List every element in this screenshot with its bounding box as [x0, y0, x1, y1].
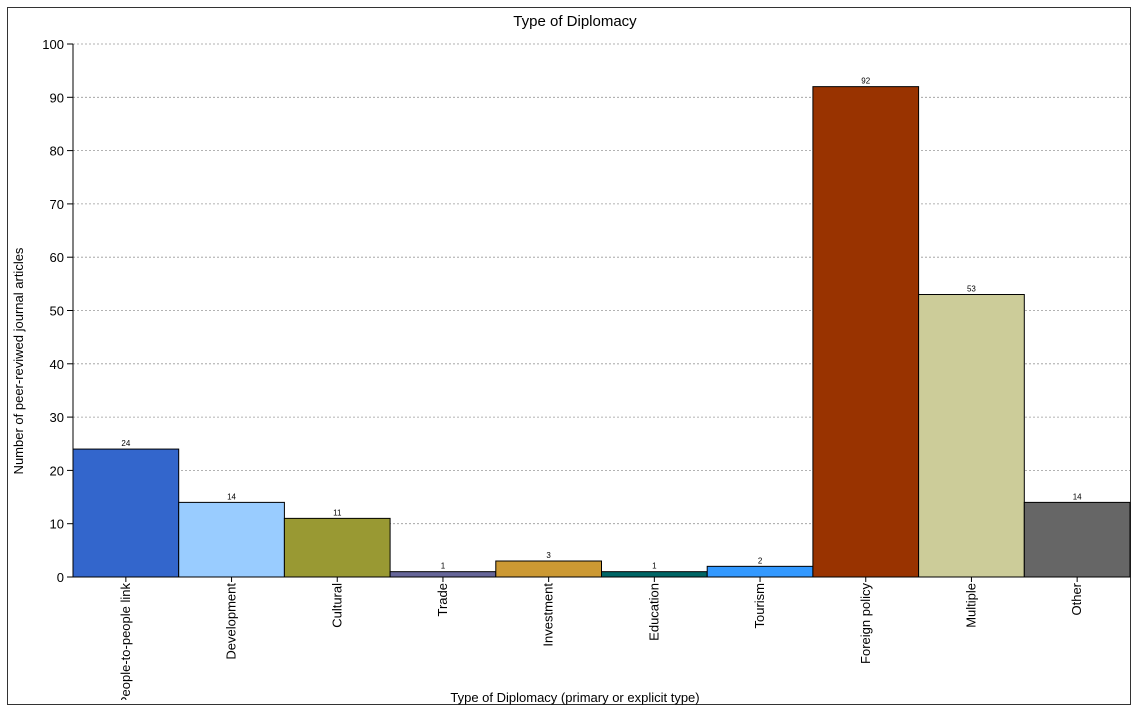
data-label: 53	[967, 285, 976, 294]
y-tick-label: 60	[50, 250, 64, 265]
x-category-label: Multiple	[963, 583, 978, 628]
x-category-label: Other	[1069, 582, 1084, 615]
bar	[283, 517, 391, 578]
x-category-label: Cultural	[329, 583, 344, 628]
x-category-label: Foreign policy	[858, 583, 873, 664]
bar	[706, 565, 814, 578]
x-category-label: Trade	[435, 583, 450, 616]
data-label: 1	[441, 562, 446, 571]
bar	[495, 560, 602, 578]
y-tick-label: 100	[42, 37, 64, 52]
y-tick-label: 20	[50, 463, 64, 478]
axes	[72, 44, 1130, 578]
x-axis-label: Type of Diplomacy (primary or explicit t…	[450, 690, 699, 705]
y-tick-label: 40	[50, 357, 64, 372]
y-tick-label: 90	[50, 90, 64, 105]
data-label: 92	[861, 77, 870, 86]
x-category-label: Education	[646, 583, 661, 641]
x-category-label: Tourism	[752, 583, 767, 629]
bar	[72, 448, 180, 578]
y-tick-labels: 0 10 20 30 40 50 60 70 80 90 100	[42, 37, 64, 585]
y-tick-label: 50	[50, 304, 64, 319]
data-label: 2	[758, 556, 763, 565]
data-label: 11	[333, 508, 342, 517]
bar	[178, 501, 285, 578]
bars	[72, 86, 1131, 578]
data-label: 24	[121, 439, 130, 448]
y-tick-label: 70	[50, 197, 64, 212]
bar	[601, 571, 708, 578]
x-category-label: Investment	[541, 583, 556, 647]
data-label: 3	[546, 551, 551, 560]
x-category-labels: People-to-people link Development Cultural…	[118, 582, 1084, 706]
y-tick-label: 80	[50, 144, 64, 159]
y-axis-label: Number of peer-reviwed journal articles	[11, 247, 26, 474]
bar	[1023, 501, 1131, 578]
data-label: 1	[652, 562, 657, 571]
y-tick-label: 30	[50, 410, 64, 425]
chart-title: Type of Diplomacy	[513, 13, 637, 30]
data-label: 14	[227, 492, 236, 501]
y-tick-label: 10	[50, 517, 64, 532]
bar	[389, 571, 497, 578]
data-label: 14	[1073, 492, 1082, 501]
bar	[812, 86, 920, 578]
x-category-label: Development	[224, 583, 239, 660]
bar	[918, 294, 1025, 578]
y-tick-label: 0	[57, 570, 64, 585]
x-category-label: People-to-people link	[118, 583, 133, 706]
